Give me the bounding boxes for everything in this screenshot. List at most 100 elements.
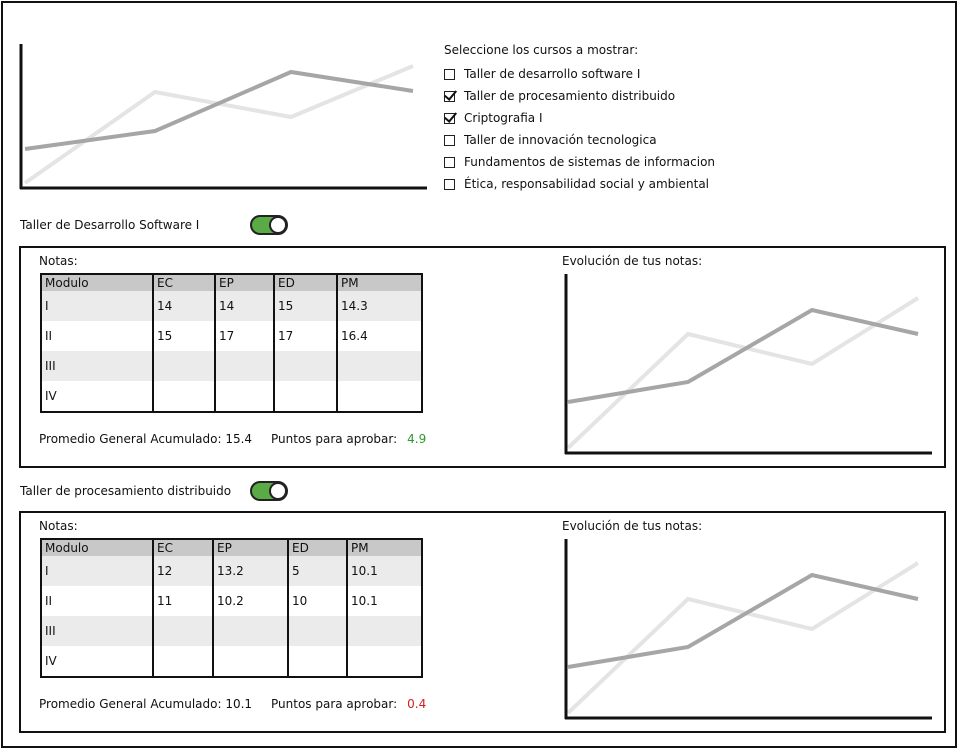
points-label: Puntos para aprobar: bbox=[271, 432, 398, 446]
table-cell bbox=[153, 381, 216, 412]
table-cell: 17 bbox=[215, 321, 275, 351]
table-cell bbox=[213, 646, 289, 677]
course-panel: Notas: Modulo EC EP ED PM I 14 14 15 14.… bbox=[19, 246, 946, 468]
table-cell bbox=[153, 351, 216, 381]
course-option-label: Fundamentos de sistemas de informacion bbox=[464, 155, 716, 169]
course-option-desarrollo-software[interactable]: Taller de desarrollo software I bbox=[444, 63, 715, 85]
table-row: III bbox=[41, 616, 422, 646]
table-cell: 14 bbox=[153, 291, 216, 321]
table-cell: 16.4 bbox=[341, 329, 368, 343]
column-header: EP bbox=[215, 274, 275, 291]
table-row: II 11 10.2 10 10.1 bbox=[41, 586, 422, 616]
checkbox-checked[interactable] bbox=[444, 90, 455, 102]
course-toggle[interactable] bbox=[250, 215, 288, 235]
table-cell: 11 bbox=[153, 586, 214, 616]
course-header: Taller de procesamiento distribuido bbox=[20, 479, 288, 503]
toggle-knob bbox=[269, 216, 287, 234]
notes-label: Notas: bbox=[39, 254, 78, 268]
table-row: I 12 13.2 5 10.1 bbox=[41, 556, 422, 586]
evolution-label: Evolución de tus notas: bbox=[562, 519, 703, 533]
table-cell: 17 bbox=[274, 321, 338, 351]
grades-summary: Promedio General Acumulado: 15.4 Puntos … bbox=[39, 432, 426, 446]
table-cell bbox=[215, 351, 275, 381]
chart-line-dark bbox=[567, 572, 919, 669]
table-cell bbox=[288, 646, 348, 677]
course-option-fundamentos[interactable]: Fundamentos de sistemas de informacion bbox=[444, 151, 715, 173]
course-picker: Seleccione los cursos a mostrar: Taller … bbox=[444, 41, 715, 195]
course-toggle[interactable] bbox=[250, 481, 288, 501]
grades-summary: Promedio General Acumulado: 10.1 Puntos … bbox=[39, 697, 426, 711]
overview-chart bbox=[19, 44, 427, 190]
average-label: Promedio General Acumulado: 10.1 bbox=[39, 697, 253, 711]
chart-line-dark bbox=[24, 69, 414, 151]
table-cell bbox=[153, 616, 214, 646]
table-cell bbox=[288, 616, 348, 646]
course-header: Taller de Desarrollo Software I bbox=[20, 213, 288, 237]
column-header: PM bbox=[347, 539, 422, 556]
column-header: EP bbox=[213, 539, 289, 556]
column-header: ED bbox=[288, 539, 348, 556]
column-header: PM bbox=[337, 274, 422, 291]
table-header-row: Modulo EC EP ED PM bbox=[41, 539, 422, 556]
evolution-chart bbox=[564, 539, 932, 720]
checkbox-unchecked[interactable] bbox=[444, 156, 455, 168]
table-cell: 10 bbox=[288, 586, 348, 616]
table-cell: IV bbox=[41, 646, 154, 677]
checkbox-unchecked[interactable] bbox=[444, 68, 455, 80]
table-header-row: Modulo EC EP ED PM bbox=[41, 274, 422, 291]
table-cell bbox=[337, 351, 422, 381]
course-option-label: Ética, responsabilidad social y ambienta… bbox=[464, 177, 710, 191]
course-picker-title: Seleccione los cursos a mostrar: bbox=[444, 43, 639, 57]
course-option-label: Criptografia I bbox=[464, 111, 543, 125]
evolution-chart bbox=[564, 274, 932, 455]
table-row: II 15 17 17 16.4 bbox=[41, 321, 422, 351]
table-cell: 13.2 bbox=[213, 556, 289, 586]
table-cell: II bbox=[41, 321, 154, 351]
checkbox-unchecked[interactable] bbox=[444, 178, 455, 190]
checkbox-unchecked[interactable] bbox=[444, 134, 455, 146]
table-cell: 15 bbox=[274, 291, 338, 321]
toggle-knob bbox=[269, 482, 287, 500]
grades-table: Modulo EC EP ED PM I 14 14 15 14.3 II 15… bbox=[40, 273, 423, 413]
table-cell bbox=[274, 381, 338, 412]
table-cell: IV bbox=[41, 381, 154, 412]
column-header: Modulo bbox=[41, 539, 154, 556]
column-header: Modulo bbox=[41, 274, 154, 291]
average-label: Promedio General Acumulado: 15.4 bbox=[39, 432, 253, 446]
column-header: EC bbox=[153, 274, 216, 291]
course-option-label: Taller de procesamiento distribuido bbox=[464, 89, 676, 103]
grades-table: Modulo EC EP ED PM I 12 13.2 5 10.1 II 1… bbox=[40, 538, 423, 678]
table-cell bbox=[347, 646, 422, 677]
table-row: I 14 14 15 14.3 bbox=[41, 291, 422, 321]
chart-line-dark bbox=[567, 307, 919, 404]
table-row: IV bbox=[41, 381, 422, 412]
course-option-label: Taller de innovación tecnologica bbox=[464, 133, 657, 147]
points-label: Puntos para aprobar: bbox=[271, 697, 398, 711]
course-panel: Notas: Modulo EC EP ED PM I 12 13.2 5 10… bbox=[19, 511, 946, 733]
column-header: ED bbox=[274, 274, 338, 291]
table-cell: III bbox=[41, 351, 154, 381]
table-cell: 5 bbox=[288, 556, 348, 586]
table-cell bbox=[215, 381, 275, 412]
table-cell bbox=[337, 381, 422, 412]
points-value: 0.4 bbox=[407, 697, 427, 711]
table-cell bbox=[153, 646, 214, 677]
table-cell: II bbox=[41, 586, 154, 616]
course-option-procesamiento-distribuido[interactable]: Taller de procesamiento distribuido bbox=[444, 85, 715, 107]
table-cell: 15 bbox=[153, 321, 216, 351]
table-row: III bbox=[41, 351, 422, 381]
table-cell bbox=[213, 616, 289, 646]
table-cell: III bbox=[41, 616, 154, 646]
table-cell: 10.1 bbox=[347, 556, 422, 586]
checkbox-checked[interactable] bbox=[444, 112, 455, 124]
points-value: 4.9 bbox=[407, 432, 427, 446]
evolution-label: Evolución de tus notas: bbox=[562, 254, 703, 268]
table-row: IV bbox=[41, 646, 422, 677]
table-cell bbox=[347, 616, 422, 646]
chart-line-light bbox=[23, 64, 414, 185]
course-title: Taller de Desarrollo Software I bbox=[20, 218, 200, 232]
course-option-innovacion[interactable]: Taller de innovación tecnologica bbox=[444, 129, 715, 151]
course-option-etica[interactable]: Ética, responsabilidad social y ambienta… bbox=[444, 173, 715, 195]
table-cell: 10.2 bbox=[213, 586, 289, 616]
course-option-criptografia[interactable]: Criptografia I bbox=[444, 107, 715, 129]
